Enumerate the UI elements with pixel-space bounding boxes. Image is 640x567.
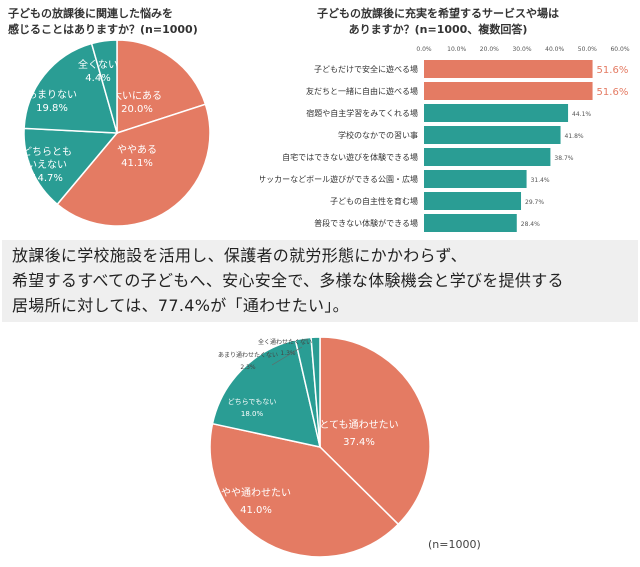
- bar-category-label: 友だちと一緒に自由に遊べる場: [306, 86, 418, 96]
- summary-banner: 放課後に学校施設を活用し、保護者の就労形態にかかわらず、 希望するすべての子ども…: [2, 240, 638, 322]
- bar: [424, 60, 593, 78]
- bar-category-label: 学校のなかでの習い事: [338, 130, 418, 140]
- pie2-slice-value: 37.4%: [343, 437, 375, 448]
- bar-category-label: サッカーなどボール遊びができる公園・広場: [260, 174, 418, 184]
- pie2-slice: [319, 336, 431, 526]
- pie2-outside-label: あまり通わせたくない: [218, 351, 278, 359]
- bar-category-label: 宿題や自主学習をみてくれる場: [306, 108, 418, 118]
- pie2-sample-size: (n=1000): [428, 538, 481, 551]
- bar-chart: 0.0% 10.0% 20.0% 30.0% 40.0% 50.0% 60.0% 子どもだけで…: [260, 46, 630, 232]
- bar-title-line1: 子どもの放課後に充実を希望するサービスや場は: [317, 7, 559, 20]
- pie1-slice-label: 全くない: [78, 58, 118, 71]
- pie1-slice-value: 14.7%: [31, 173, 63, 184]
- pie1-slice-label: どちらとも: [22, 146, 72, 158]
- bar-axis-tick-label: 0.0%: [416, 46, 432, 53]
- bar-value-label: 29.7%: [525, 199, 544, 206]
- pie1-slice: [116, 39, 207, 135]
- pie2-slice-label: どちらでもない: [228, 398, 277, 406]
- pie2-leader-line: [301, 338, 309, 341]
- bar: [424, 82, 593, 100]
- bar: [424, 126, 561, 144]
- bar: [424, 214, 517, 232]
- banner-line-1: 放課後に学校施設を活用し、保護者の就労形態にかかわらず、: [12, 246, 467, 265]
- pie1-title-line1: 子どもの放課後に関連した悩みを: [8, 7, 173, 20]
- bar-value-label: 31.4%: [531, 177, 550, 184]
- bar-category-label: 普段できない体験ができる場: [314, 218, 418, 228]
- bar-axis-tick-label: 50.0%: [578, 46, 597, 53]
- pie2-slice: [310, 336, 321, 448]
- bar-axis-tick-label: 40.0%: [545, 46, 564, 53]
- bar-value-label: 38.7%: [554, 155, 573, 162]
- bar-category-label: 自宅ではできない遊びを体験できる場: [282, 152, 418, 162]
- bar-value-label: 51.6%: [597, 87, 629, 98]
- pie1-slice-label: いえない: [27, 159, 67, 171]
- pie2-leader-line: [271, 346, 303, 366]
- bar-category-label: 子どもだけで安全に遊べる場: [314, 64, 418, 74]
- pie1-slice-label: ややある: [117, 144, 157, 156]
- pie2-outside-label: 全く通わせたくない: [258, 338, 312, 346]
- banner-line-3: 居場所に対しては、77.4%が「通わせたい」。: [12, 296, 349, 315]
- bar-axis-tick-label: 30.0%: [512, 46, 531, 53]
- pie2-chart: とても通わせたい 37.4% やや通わせたい 41.0% どちらでもない 18.0% あまり…: [209, 336, 431, 558]
- bar-axis-tick-label: 10.0%: [447, 46, 466, 53]
- pie1-slice: [90, 39, 118, 134]
- bar: [424, 148, 551, 166]
- pie2-slice-label: とても通わせたい: [319, 419, 398, 431]
- bar-value-label: 51.6%: [597, 65, 629, 76]
- pie1-slice-value: 41.1%: [121, 158, 153, 169]
- bar-chart-title: 子どもの放課後に充実を希望するサービスや場は ありますか？(n=1000、複数回…: [268, 6, 608, 38]
- pie1-slice: [56, 103, 211, 227]
- banner-line-2: 希望するすべての子どもへ、安心安全で、多様な体験機会と学びを提供する: [12, 271, 564, 290]
- bar-axis-tick-label: 20.0%: [480, 46, 499, 53]
- bar-value-label: 28.4%: [521, 221, 540, 228]
- pie1-slice-label: 大いにある: [112, 89, 162, 102]
- pie2-slice: [211, 338, 321, 448]
- pie2-slice: [209, 422, 400, 558]
- pie2-slice-value: 41.0%: [240, 505, 272, 516]
- pie2-slice-value: 18.0%: [241, 410, 264, 418]
- pie1-slice: [23, 42, 119, 134]
- bar: [424, 170, 527, 188]
- bar: [424, 104, 569, 122]
- pie1-title: 子どもの放課後に関連した悩みを 感じることはありますか？(n=1000): [8, 6, 243, 38]
- pie1-slice: [23, 127, 119, 206]
- pie2-slice-label: やや通わせたい: [221, 487, 291, 499]
- pie1-title-line2: 感じることはありますか？(n=1000): [8, 23, 198, 36]
- pie1-slice-value: 4.4%: [85, 73, 110, 84]
- bar-value-label: 44.1%: [572, 111, 591, 118]
- bar-title-line2: ありますか？(n=1000、複数回答): [348, 23, 528, 36]
- bar: [424, 192, 522, 210]
- bar-value-label: 41.8%: [565, 133, 584, 140]
- pie1-slice-value: 20.0%: [121, 104, 153, 115]
- pie1-slice-value: 19.8%: [36, 103, 68, 114]
- pie2-outside-value: 2.3%: [240, 364, 256, 371]
- bar-axis-tick-label: 60.0%: [610, 46, 629, 53]
- pie1-slice-label: あまりない: [27, 89, 77, 101]
- pie2-outside-value: 1.3%: [280, 350, 296, 357]
- bar-category-label: 子どもの自主性を育む場: [330, 196, 418, 206]
